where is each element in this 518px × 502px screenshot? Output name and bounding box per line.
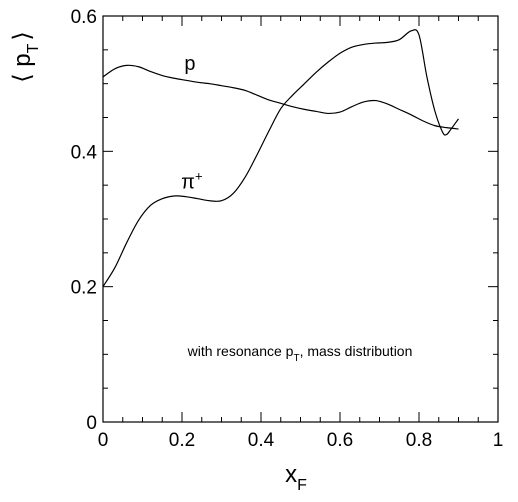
y-tick-label: 0.2 (71, 278, 97, 299)
y-axis-tick-labels: 0 0.2 0.4 0.6 (71, 7, 98, 434)
series-line-pi-plus (102, 29, 459, 287)
y-tick-label: 0.6 (71, 7, 97, 28)
x-tick-label: 1 (493, 430, 504, 451)
y-tick-label: 0 (86, 413, 97, 434)
y-axis-label: ⟨ pT⟩ (9, 31, 42, 83)
x-axis-label: xF (285, 461, 307, 494)
x-tick-label: 0.4 (248, 430, 275, 451)
x-axis-ticks (102, 16, 499, 422)
plot-frame (102, 15, 499, 423)
y-axis-ticks (103, 15, 498, 423)
series-lines (102, 29, 459, 287)
series-label-p: p (184, 53, 195, 75)
x-tick-label: 0.8 (406, 430, 432, 451)
x-axis-tick-labels: 0 0.2 0.4 0.6 0.8 1 (98, 430, 504, 451)
x-tick-label: 0.2 (169, 430, 195, 451)
series-labels: p π+ (181, 53, 202, 193)
x-tick-label: 0 (98, 430, 109, 451)
x-tick-label: 0.6 (327, 430, 353, 451)
series-line-p (102, 64, 459, 130)
series-label-pi-plus: π+ (181, 169, 202, 194)
annotation-text: with resonance pT, mass distribution (187, 343, 413, 364)
y-tick-label: 0.4 (71, 142, 98, 163)
